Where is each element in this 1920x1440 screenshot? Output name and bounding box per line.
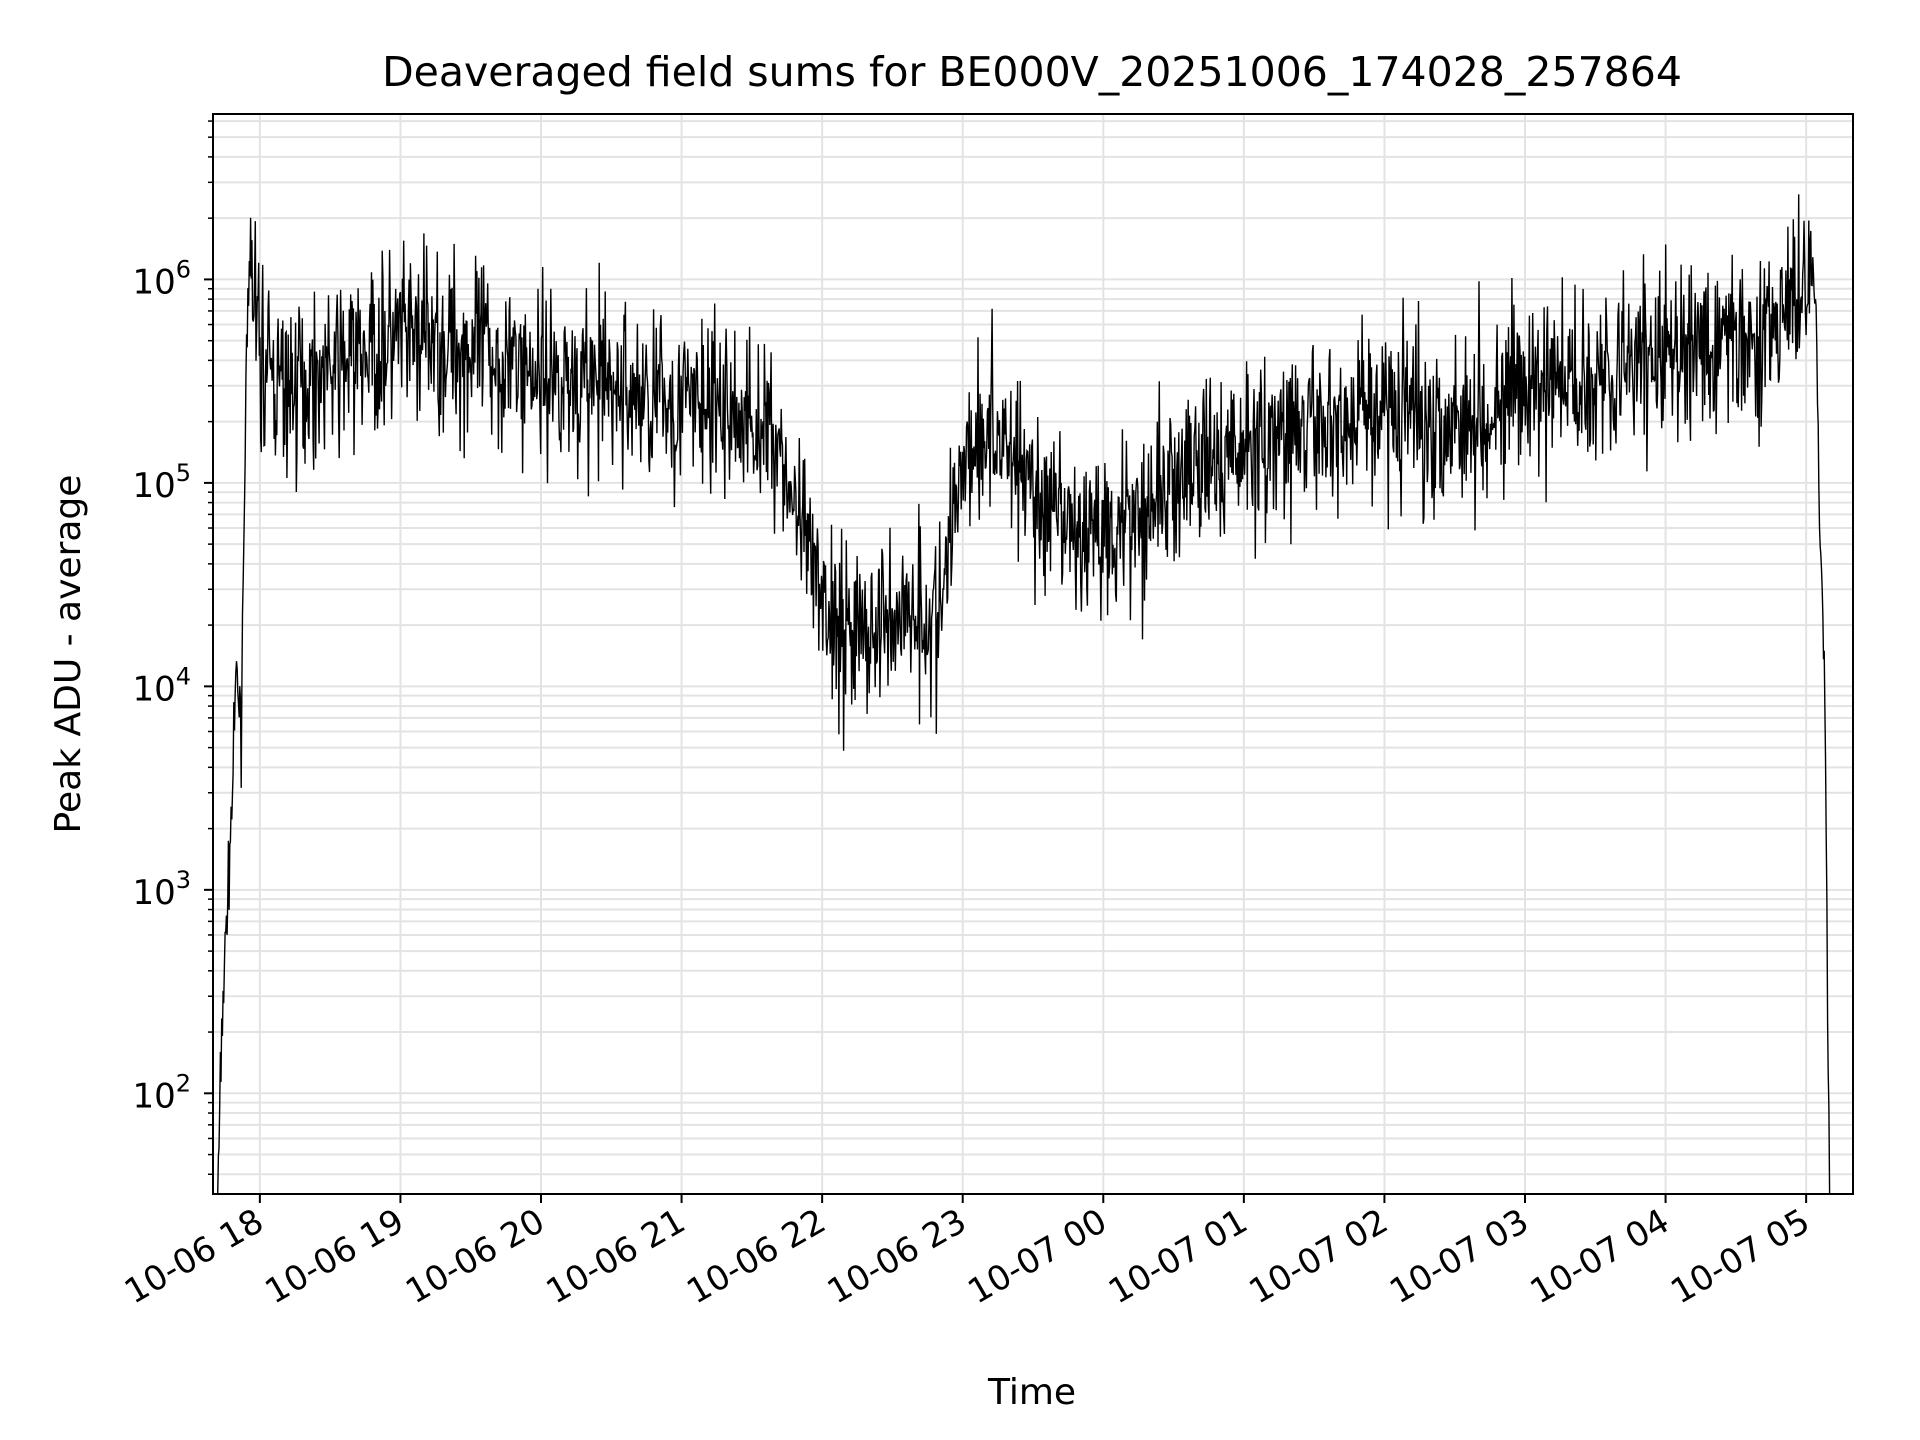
line-layer xyxy=(217,194,1831,1195)
y-axis: 102 103 104 105 106 xyxy=(132,120,213,1176)
y-tick-label: 106 xyxy=(132,255,191,302)
y-tick-label: 102 xyxy=(132,1069,191,1116)
x-axis-label: Time xyxy=(987,1372,1076,1413)
y-tick-label: 103 xyxy=(132,866,191,913)
plot-frame xyxy=(212,113,1854,1195)
y-tick-label: 104 xyxy=(132,662,191,709)
y-axis-label: Peak ADU - average xyxy=(48,475,89,834)
chart-title: Deaveraged field sums for BE000V_2025100… xyxy=(382,48,1682,96)
y-tick-label: 105 xyxy=(132,459,191,506)
series-line xyxy=(217,194,1831,1195)
